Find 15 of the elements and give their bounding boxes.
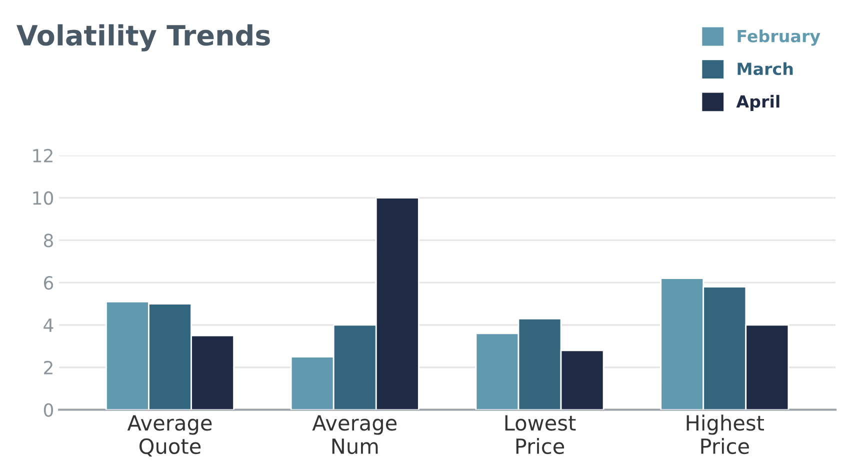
x-tick-label: Average Quote [127, 415, 212, 456]
y-tick-label: 0 [44, 403, 54, 417]
x-tick-label: Lowest Price [505, 415, 576, 454]
y-tick-label: 8 [44, 234, 53, 248]
legend-label: March [738, 62, 793, 76]
x-tick-label: Highest Price [686, 414, 764, 454]
y-tick-label: 2 [44, 360, 52, 374]
y-tick-label: 10 [33, 191, 54, 205]
y-tick-label: 4 [44, 318, 54, 332]
legend-label: April [736, 94, 780, 112]
chart-title: Volatility Trends [16, 24, 270, 52]
x-tick-label: Average Num [312, 415, 397, 454]
legend-label: February [738, 30, 820, 46]
y-tick-label: 6 [44, 276, 54, 290]
y-tick-label: 12 [33, 148, 52, 162]
